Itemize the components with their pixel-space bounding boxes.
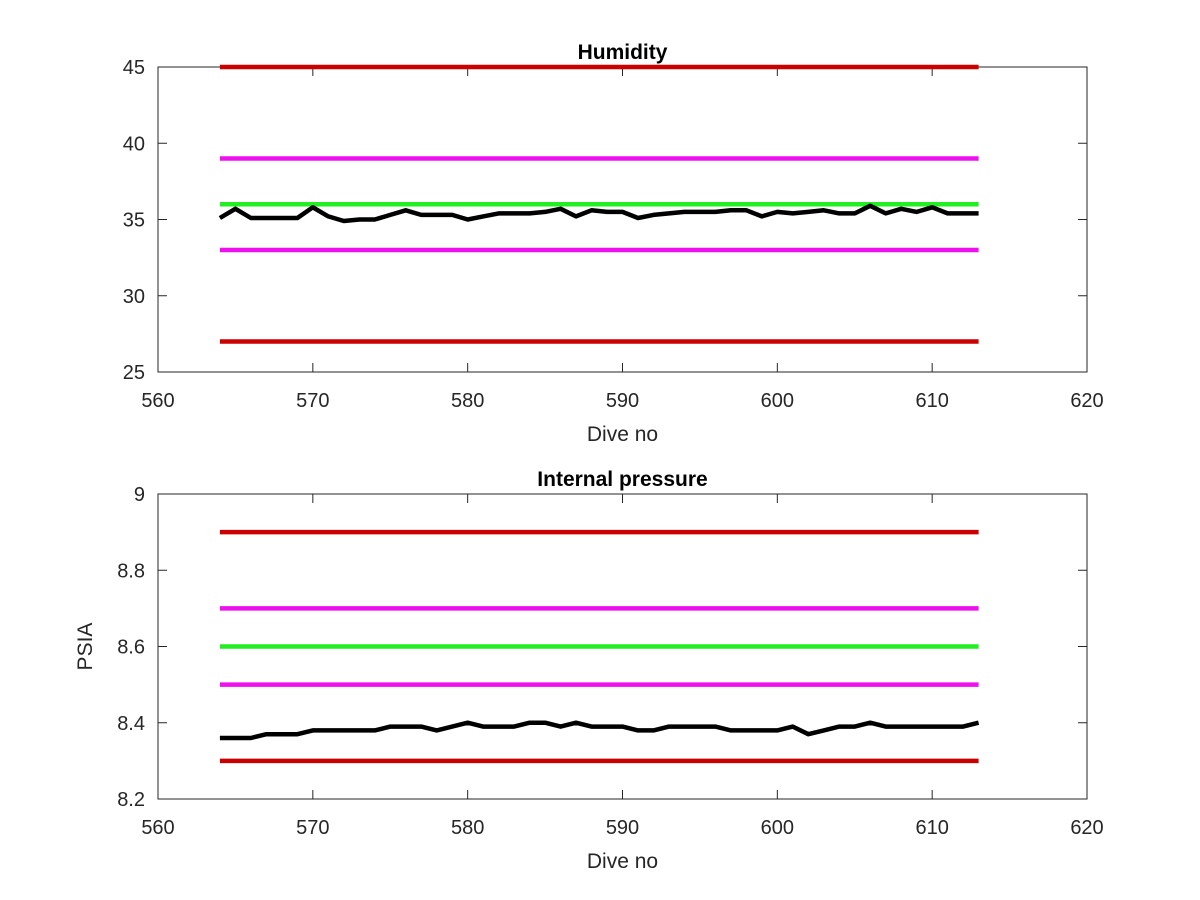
y-tick-label: 40 [123, 133, 145, 155]
x-tick-label: 560 [141, 817, 174, 839]
x-tick-label: 560 [141, 390, 174, 412]
x-tick-label: 570 [296, 390, 329, 412]
x-tick-label: 610 [915, 390, 948, 412]
y-tick-label: 9 [134, 484, 145, 506]
y-tick-label: 35 [123, 210, 145, 232]
x-tick-label: 600 [761, 390, 794, 412]
y-tick-label: 30 [123, 286, 145, 308]
x-tick-label: 570 [296, 817, 329, 839]
x-tick-label: 600 [761, 817, 794, 839]
y-tick-label: 8.6 [117, 637, 145, 659]
plot-area [157, 66, 1088, 373]
y-tick-label: 8.2 [117, 789, 145, 811]
x-tick-label: 590 [606, 817, 639, 839]
y-tick-label: 8.8 [117, 560, 145, 582]
x-tick-label: 580 [451, 817, 484, 839]
series-line-6 [218, 203, 979, 224]
y-tick-label: 45 [123, 57, 145, 79]
y-tick-label: 25 [123, 362, 145, 384]
subplot-1: 560 570 580 590 600 610 620 25 30 35 40 45 Humidity D… [123, 41, 1104, 446]
x-axis-label: Dive no [587, 850, 658, 873]
subplot-2: 560 570 580 590 600 610 620 8.2 8.4 8.6 8.8 9 Intern… [74, 468, 1104, 873]
chart-title: Internal pressure [537, 468, 707, 491]
y-tick-label: 8.4 [117, 713, 145, 735]
y-axis-label: PSIA [74, 623, 97, 671]
x-tick-label: 620 [1070, 390, 1103, 412]
x-tick-label: 590 [606, 390, 639, 412]
x-axis-label: Dive no [587, 423, 658, 446]
x-tick-label: 610 [915, 817, 948, 839]
chart-title: Humidity [578, 41, 668, 64]
x-tick-label: 620 [1070, 817, 1103, 839]
series-line-6 [219, 720, 980, 741]
x-tick-label: 580 [451, 390, 484, 412]
